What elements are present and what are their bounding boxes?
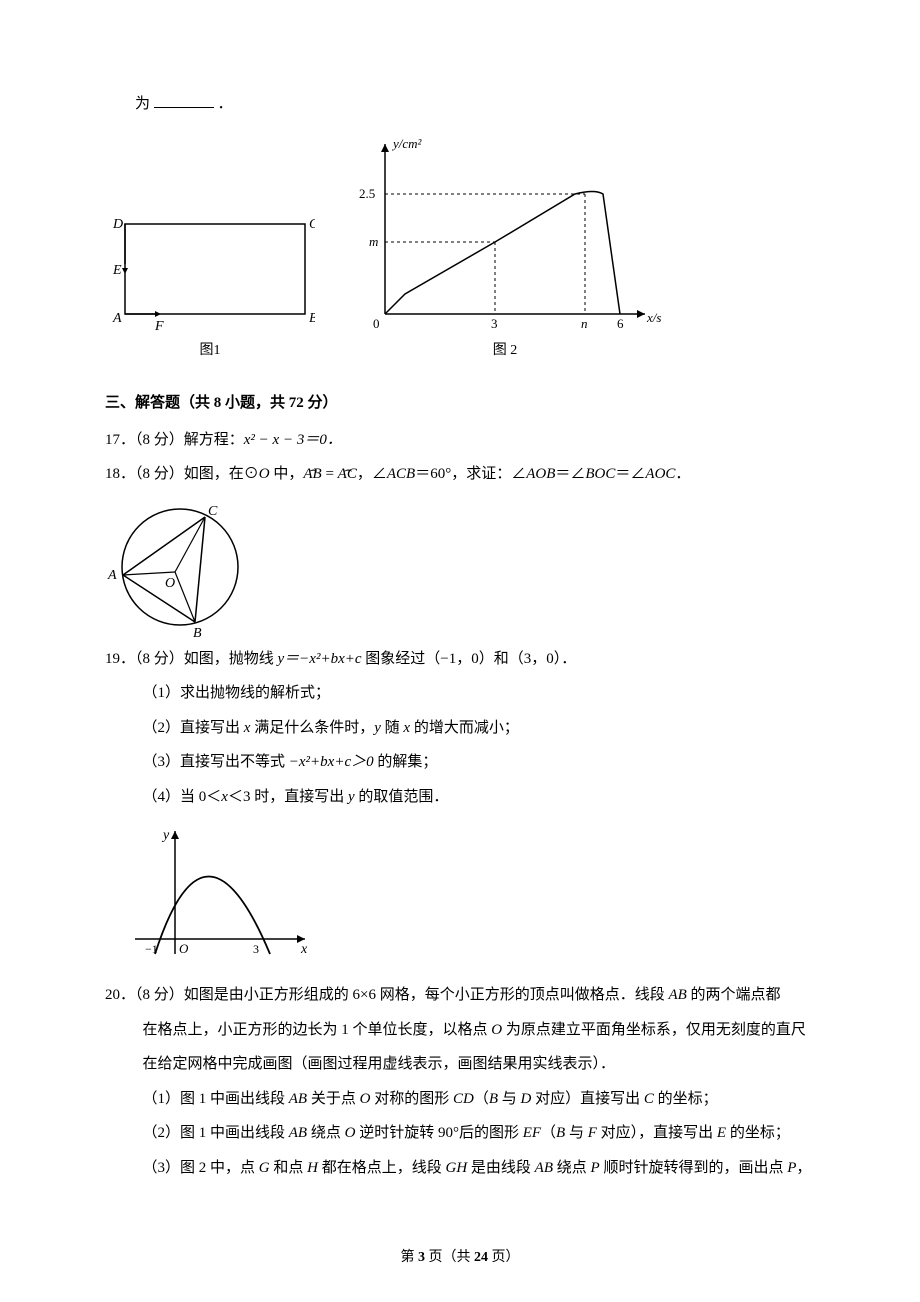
figure-1-svg: D C E A F B <box>105 204 315 334</box>
q19-l1b: 图象经过（−1，0）和（3，0）． <box>362 651 577 667</box>
svg-text:3: 3 <box>253 942 259 956</box>
q18-mid3: ＝60°，求证：∠ <box>415 466 526 482</box>
section-3-title: 三、解答题（共 8 小题，共 72 分） <box>105 389 825 418</box>
svg-text:B: B <box>309 311 315 326</box>
figure-2-block: y/cm² x/s 2.5 m 0 3 n 6 图 2 <box>345 134 665 365</box>
q20-l3: 在给定网格中完成画图（画图过程用虚线表示，画图结果用实线表示）． <box>105 1050 825 1079</box>
q17-eq: x² − x − 3＝0． <box>244 432 342 448</box>
svg-text:O: O <box>165 576 175 591</box>
q18-end: ． <box>675 466 690 482</box>
svg-text:y/cm²: y/cm² <box>391 136 423 151</box>
q18-mid2: ，∠ <box>357 466 387 482</box>
q18-o: O <box>259 466 270 482</box>
svg-text:O: O <box>179 941 189 956</box>
blank-field <box>154 93 214 108</box>
page-footer: 第 3 页（共 24 页） <box>0 1245 920 1272</box>
q18-prefix: 18．（8 分）如图，在⊙ <box>105 466 259 482</box>
svg-text:3: 3 <box>491 316 498 331</box>
figure-1-block: D C E A F B 图1 <box>105 204 315 365</box>
fragment-wei: 为 <box>135 96 150 112</box>
svg-text:0: 0 <box>373 316 380 331</box>
q18-arc-ac: AC <box>338 466 357 482</box>
svg-text:F: F <box>154 319 164 334</box>
q18-aoc: AOC <box>645 466 675 482</box>
q19-p4: （4）当 0＜x＜3 时，直接写出 y 的取值范围． <box>105 783 825 812</box>
q20-l2: 在格点上，小正方形的边长为 1 个单位长度，以格点 O 为原点建立平面角坐标系，… <box>105 1016 825 1045</box>
q18-arc-ab: AB <box>303 466 321 482</box>
figure-2-label: 图 2 <box>345 338 665 365</box>
svg-text:n: n <box>581 316 588 331</box>
q20-p3: （3）图 2 中，点 G 和点 H 都在格点上，线段 GH 是由线段 AB 绕点… <box>105 1154 825 1183</box>
svg-text:m: m <box>369 234 378 249</box>
svg-text:x/s: x/s <box>646 310 661 325</box>
svg-text:B: B <box>193 626 202 637</box>
q18-mid1: 中， <box>270 466 304 482</box>
q20-p1: （1）图 1 中画出线段 AB 关于点 O 对称的图形 CD（B 与 D 对应）… <box>105 1085 825 1114</box>
q18-aob: AOB <box>526 466 555 482</box>
svg-text:D: D <box>112 217 123 232</box>
svg-text:A: A <box>107 568 117 583</box>
q17-line: 17．（8 分）解方程：x² − x − 3＝0． <box>105 426 825 455</box>
q18-acb: ACB <box>387 466 415 482</box>
q19-p1: （1）求出抛物线的解析式； <box>105 679 825 708</box>
svg-text:C: C <box>208 504 218 519</box>
q19-p2: （2）直接写出 x 满足什么条件时，y 随 x 的增大而减小； <box>105 714 825 743</box>
q18-line: 18．（8 分）如图，在⊙O 中，AB = AC，∠ACB＝60°，求证：∠AO… <box>105 460 825 489</box>
q19-l1a: 19．（8 分）如图，抛物线 <box>105 651 278 667</box>
svg-text:6: 6 <box>617 316 624 331</box>
q19-eq1: y＝−x²+bx+c <box>278 651 362 667</box>
q20-p2: （2）图 1 中画出线段 AB 绕点 O 逆时针旋转 90°后的图形 EF（B … <box>105 1119 825 1148</box>
q18-mid5: ＝∠ <box>615 466 645 482</box>
fragment-line: 为 ． <box>105 90 825 119</box>
svg-text:2.5: 2.5 <box>359 186 375 201</box>
figures-row: D C E A F B 图1 y/cm² x/s 2.5 m 0 3 n 6 <box>105 134 825 365</box>
fragment-period: ． <box>218 96 233 112</box>
svg-text:x: x <box>300 942 308 957</box>
svg-text:E: E <box>112 263 122 278</box>
svg-text:−1: −1 <box>145 942 158 956</box>
svg-text:y: y <box>161 828 170 843</box>
q19-figure: y x O −1 3 <box>125 819 825 969</box>
svg-text:C: C <box>309 217 315 232</box>
q18-eq: = <box>322 466 338 482</box>
q20-l1: 20．（8 分）如图是由小正方形组成的 6×6 网格，每个小正方形的顶点叫做格点… <box>105 981 825 1010</box>
q18-mid4: ＝∠ <box>555 466 585 482</box>
figure-1-label: 图1 <box>105 338 315 365</box>
q17-text: 17．（8 分）解方程： <box>105 432 244 448</box>
q19-line1: 19．（8 分）如图，抛物线 y＝−x²+bx+c 图象经过（−1，0）和（3，… <box>105 645 825 674</box>
q19-p3: （3）直接写出不等式 −x²+bx+c＞0 的解集； <box>105 748 825 777</box>
svg-text:A: A <box>112 311 122 326</box>
figure-2-svg: y/cm² x/s 2.5 m 0 3 n 6 <box>345 134 665 334</box>
q18-boc: BOC <box>585 466 615 482</box>
q18-figure: A C B O <box>105 497 825 637</box>
